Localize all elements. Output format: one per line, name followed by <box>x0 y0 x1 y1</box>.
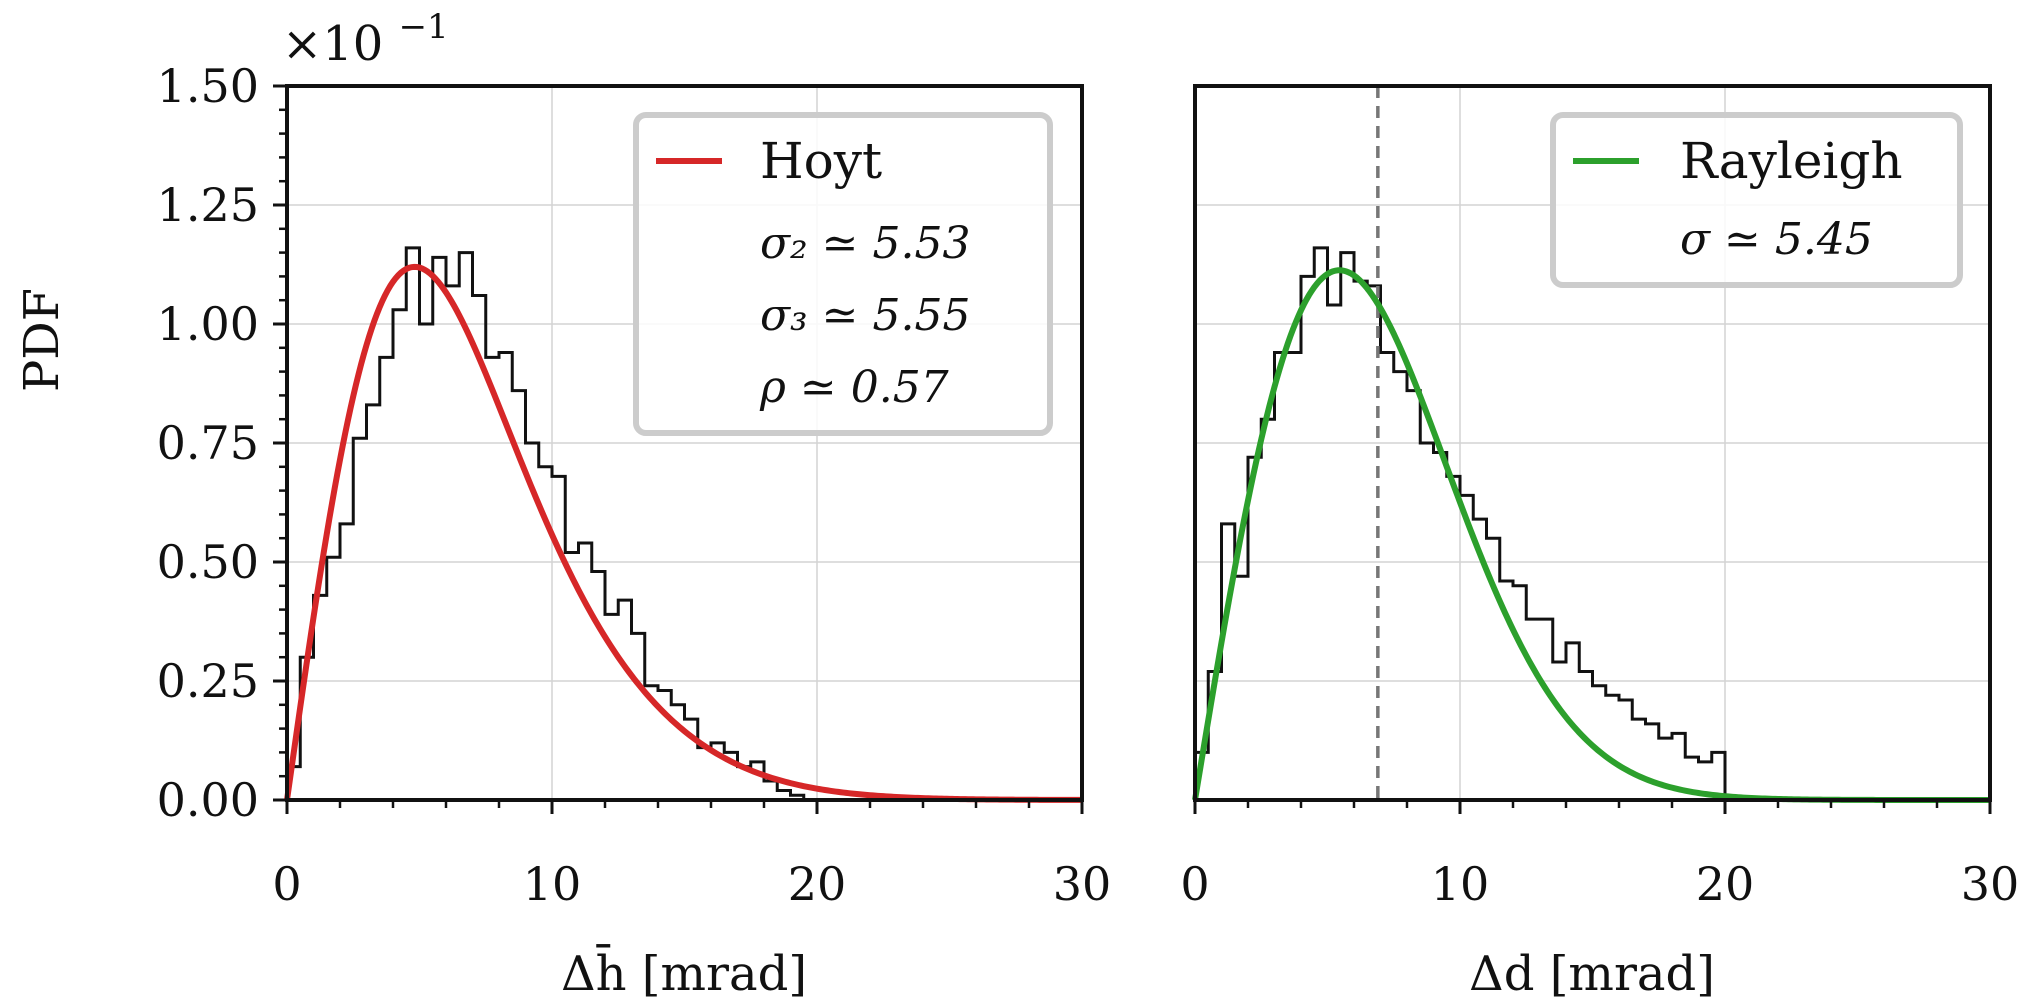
right-histogram <box>1193 246 1727 800</box>
left-ytick-label-0.5: 0.50 <box>157 535 259 589</box>
y-offset-text: ×10 −1 <box>282 7 449 72</box>
panel-rayleigh: 0 10 20 30 Δd [mrad] Rayleigh σ ≃ 5.45 <box>1180 84 2019 1002</box>
hoyt-legend-label: Hoyt <box>760 132 882 190</box>
hoyt-legend-box <box>633 112 1053 436</box>
left-histogram <box>285 246 817 802</box>
left-xtick-label-20: 20 <box>788 857 847 911</box>
rayleigh-legend: Rayleigh σ ≃ 5.45 <box>1550 112 1963 288</box>
right-xtick-label-30: 30 <box>1961 857 2020 911</box>
left-ytick-label-0.25: 0.25 <box>157 654 259 708</box>
left-xtick-label-0: 0 <box>272 857 301 911</box>
panel-hoyt: 0 10 20 30 0.00 0.25 0.50 0.75 1.00 1.25 1.50 Δh̄ … <box>157 59 1112 1002</box>
hoyt-param-rho: ρ ≃ 0.57 <box>759 362 949 413</box>
right-xtick-label-0: 0 <box>1180 857 1209 911</box>
right-plot-frame <box>1193 84 1992 802</box>
hoyt-param-sigma2: σ₂ ≃ 5.53 <box>760 218 970 269</box>
left-ticks: 0 10 20 30 0.00 0.25 0.50 0.75 1.00 1.25 1.50 <box>157 59 1112 911</box>
right-ticks: 0 10 20 30 <box>1180 800 2019 911</box>
rayleigh-param-sigma: σ ≃ 5.45 <box>1680 214 1873 265</box>
right-x-axis-label: Δd [mrad] <box>1469 946 1715 1002</box>
hoyt-param-sigma3: σ₃ ≃ 5.55 <box>760 290 970 341</box>
y-axis-label: PDF <box>14 288 70 392</box>
rayleigh-curve <box>1192 267 1990 803</box>
left-ytick-label-1: 1.00 <box>157 297 259 351</box>
right-xtick-label-20: 20 <box>1696 857 1755 911</box>
rayleigh-legend-label: Rayleigh <box>1680 132 1903 190</box>
y-offset-base: ×10 <box>282 16 383 72</box>
right-xtick-label-10: 10 <box>1431 857 1490 911</box>
left-xtick-label-30: 30 <box>1053 857 1112 911</box>
left-x-axis-label: Δh̄ [mrad] <box>561 943 807 1002</box>
left-ytick-label-0: 0.00 <box>157 773 259 827</box>
left-xtick-label-10: 10 <box>523 857 582 911</box>
hoyt-legend: Hoyt σ₂ ≃ 5.53 σ₃ ≃ 5.55 ρ ≃ 0.57 <box>633 112 1053 436</box>
left-ytick-label-1.5: 1.50 <box>157 59 259 113</box>
y-offset-exponent: −1 <box>399 7 449 47</box>
left-ytick-label-0.75: 0.75 <box>157 416 259 470</box>
left-ytick-label-1.25: 1.25 <box>157 178 259 232</box>
rayleigh-legend-box <box>1550 112 1963 288</box>
left-plot-frame <box>285 84 1084 802</box>
